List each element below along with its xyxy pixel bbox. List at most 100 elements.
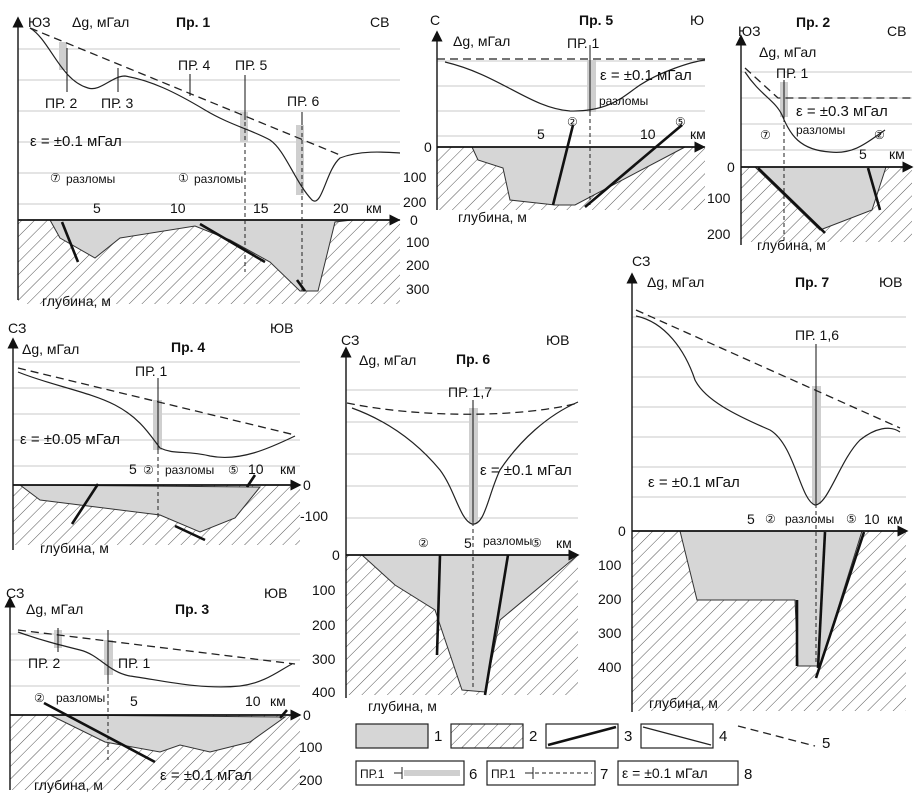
legend: 1 2 3 4 5 ПР.1 6 ПР.1 7 ε = ±0.1 мГал 8 (355, 723, 830, 786)
p4-fault (245, 474, 257, 488)
p7-mark-pr16: ПР. 1,6 (795, 327, 839, 343)
p7-fault-num: ⑤ (846, 512, 857, 526)
p1-depth-tick: 300 (406, 281, 430, 297)
p5-ylabel: Δg, мГал (453, 33, 510, 49)
p4-faults-label: разломы (165, 463, 214, 477)
p5-depth-tick: 0 (424, 139, 432, 155)
p2-fault-num: ⑦ (760, 128, 771, 142)
p2-xtick: 5 (859, 146, 867, 162)
p5-xtick: 5 (537, 126, 545, 142)
legend-num-1: 1 (434, 728, 442, 745)
legend-band (404, 770, 460, 776)
p1-mark-pr3: ПР. 3 (101, 95, 134, 111)
p2-fault (866, 167, 882, 211)
p6-gravity-curve (351, 401, 579, 525)
p5-fault-num: ⑤ (675, 115, 686, 129)
p6-dir-left: СЗ (341, 332, 359, 348)
p6-km: км (556, 535, 572, 551)
p7-fault (816, 531, 827, 669)
p3-ylabel: Δg, мГал (26, 601, 83, 617)
p5-fault (584, 124, 683, 208)
p5-km: км (690, 126, 706, 142)
p2-depth-tick: 0 (727, 159, 735, 175)
p6-fault (483, 554, 510, 696)
p1-depth-tick: 200 (406, 257, 430, 273)
p2-dir-left: ЮЗ (738, 23, 761, 39)
panel-pr1: ЮЗ Δg, мГал Пр. 1 СВ ПР. 2 ПР. 3 ПР. 4 П… (12, 14, 430, 309)
p4-fault-num: ⑤ (228, 463, 239, 477)
p4-fault-num: ② (143, 463, 154, 477)
p5-sediment-fill (471, 146, 686, 206)
p3-fault (43, 701, 156, 764)
p6-depth-tick: 200 (312, 617, 336, 633)
p2-depth-label: глубина, м (757, 237, 826, 253)
p1-mark-pr2: ПР. 2 (45, 95, 78, 111)
p7-depth-tick: 300 (598, 625, 622, 641)
p3-fault-num: ② (34, 691, 45, 705)
panel-pr4: СЗ ЮВ Δg, мГал Пр. 4 ПР. 1 ε = ±0.05 мГа… (7, 320, 328, 556)
p3-depth-label: глубина, м (34, 777, 103, 793)
p3-mark-pr1: ПР. 1 (118, 655, 151, 671)
p1-xtick: 5 (93, 200, 101, 216)
p6-title: Пр. 6 (456, 351, 490, 367)
p1-fault-num-2: ① (178, 171, 189, 185)
p3-dir-left: СЗ (6, 585, 24, 601)
p7-depth-tick: 200 (598, 591, 622, 607)
p6-mark-pr17: ПР. 1,7 (448, 384, 492, 400)
p1-mark-pr6: ПР. 6 (287, 93, 320, 109)
p4-depth-tick: -100 (300, 508, 328, 524)
p5-depth-tick: 100 (403, 169, 427, 185)
legend-num-6: 6 (469, 766, 477, 783)
p3-xtick: 10 (245, 693, 261, 709)
p6-ylabel: Δg, мГал (359, 352, 416, 368)
p1-profile-band (240, 112, 248, 142)
p1-km: км (366, 200, 382, 216)
legend-swatch-2 (450, 723, 524, 749)
p3-depth-tick: 200 (299, 772, 323, 788)
panel-pr2: ЮЗ Пр. 2 СВ Δg, мГал ПР. 1 ε = ±0.3 мГал… (707, 14, 914, 253)
p3-dir-right: ЮВ (264, 585, 287, 601)
p5-fault (551, 124, 575, 206)
panel-pr3: СЗ ЮВ Δg, мГал Пр. 3 ПР. 2 ПР. 1 ② разло… (4, 585, 323, 793)
p2-regional-line (744, 67, 912, 99)
p3-eps: ε = ±0.1 мГал (160, 767, 252, 784)
p7-km: км (887, 511, 903, 527)
p4-regional-line (17, 367, 296, 436)
p3-faults-label: разломы (56, 691, 105, 705)
legend-num-2: 2 (529, 728, 537, 745)
p1-xtick: 10 (170, 200, 186, 216)
p1-sediment-fill (49, 219, 353, 292)
p4-fault (174, 524, 206, 542)
p7-xtick: 5 (747, 511, 755, 527)
p3-regional-line (17, 629, 296, 665)
p7-regional-line (635, 309, 901, 429)
p5-eps: ε = ±0.1 мГал (600, 67, 692, 84)
p6-faults-label: разломы (483, 534, 532, 548)
p4-xtick: 5 (129, 461, 137, 477)
p1-profile-band (59, 42, 67, 70)
p6-eps: ε = ±0.1 мГал (480, 462, 572, 479)
p1-dir-left: ЮЗ (28, 14, 51, 30)
p3-depth-tick: 0 (303, 707, 311, 723)
p5-mark-pr1: ПР. 1 (567, 35, 600, 51)
p6-depth-tick: 100 (312, 582, 336, 598)
p6-dir-right: ЮВ (546, 332, 569, 348)
p4-depth-tick: 0 (303, 477, 311, 493)
p2-fault (757, 167, 826, 234)
p2-dir-right: СВ (887, 23, 906, 39)
p1-fault (60, 221, 80, 263)
p4-fault (70, 483, 100, 525)
p1-depth-label: глубина, м (42, 293, 111, 309)
p4-gravity-curve (17, 371, 296, 458)
p6-xtick: 5 (464, 535, 472, 551)
p1-mark-pr5: ПР. 5 (235, 57, 268, 73)
p1-fault (295, 279, 307, 292)
p5-dir-right: Ю (690, 12, 704, 28)
p2-fault-num: ② (874, 128, 885, 142)
legend-tag-6: ПР.1 (360, 767, 385, 781)
p4-km: км (280, 461, 296, 477)
p1-xtick: 20 (333, 200, 349, 216)
p5-dir-left: С (430, 12, 440, 28)
p1-gridlines (18, 48, 400, 205)
legend-tag-7: ПР.1 (491, 767, 516, 781)
